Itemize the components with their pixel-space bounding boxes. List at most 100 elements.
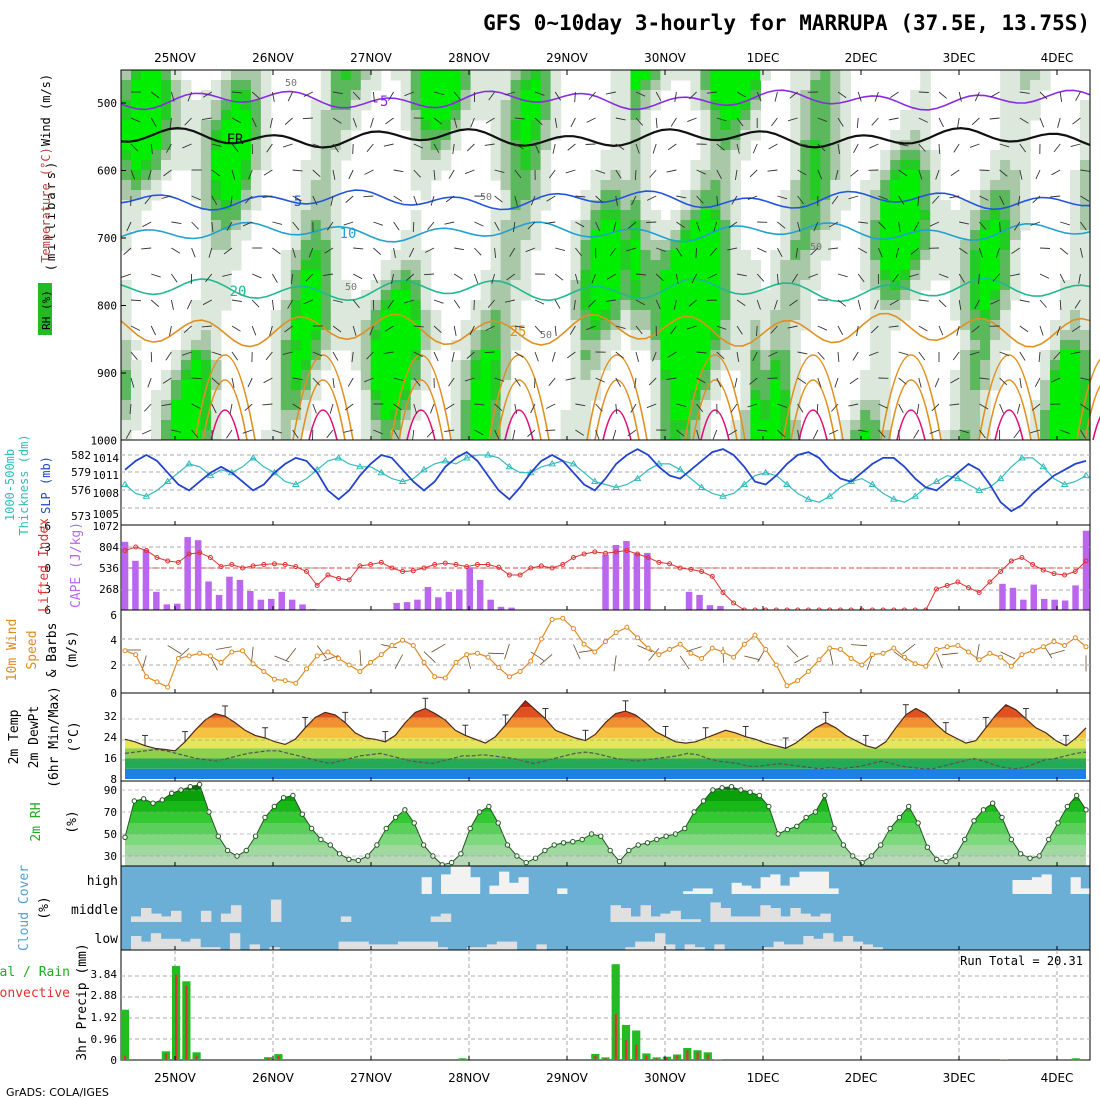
rh-point xyxy=(458,851,464,857)
rh-cell xyxy=(870,320,881,331)
rh-cell xyxy=(250,190,262,201)
rh-cell xyxy=(740,350,751,361)
cloud-cell-low xyxy=(625,947,636,950)
rh-cell xyxy=(970,340,981,351)
rh-cell xyxy=(840,180,851,191)
rh-cell xyxy=(820,160,831,171)
rh-cell xyxy=(510,160,522,171)
wind-label-c: & Barbs xyxy=(45,623,60,678)
wind-barb xyxy=(316,645,327,659)
rh-cell xyxy=(240,100,252,111)
upper-axis-labels: (millibars) xyxy=(44,159,58,271)
rh-cell xyxy=(210,220,222,231)
rh-cell xyxy=(1010,120,1021,131)
rh-point xyxy=(327,842,333,848)
cloud-cell-middle xyxy=(720,908,731,922)
wind-barb xyxy=(464,169,475,175)
rh-cell xyxy=(151,430,162,441)
rh-cell xyxy=(280,300,292,311)
cloud-cell-middle xyxy=(151,913,162,922)
rh-cell xyxy=(630,210,642,221)
rh-cell xyxy=(770,400,781,411)
cloud-cell-low xyxy=(635,941,646,950)
rh-cell xyxy=(570,300,582,311)
pressure-tick: 500 xyxy=(97,97,117,110)
rh-cell xyxy=(820,190,831,201)
rh-cell xyxy=(700,80,711,91)
rh-cell xyxy=(980,250,991,261)
rh-cell xyxy=(580,250,592,261)
rh-cell xyxy=(210,200,222,211)
rh-cell xyxy=(990,240,1001,251)
precip-unit-label: 3hr Precip (mm) xyxy=(75,943,90,1060)
wind-barb xyxy=(756,299,761,310)
rh-cell xyxy=(540,70,552,81)
cloud-cell-low xyxy=(823,933,834,950)
wind-barb xyxy=(423,273,435,276)
rh-cell xyxy=(620,240,632,251)
rh-cell xyxy=(960,250,971,261)
rh-contour-label: 50 xyxy=(810,242,822,253)
rh-cell xyxy=(500,300,512,311)
rh-point xyxy=(663,833,669,839)
wind-speed-point xyxy=(304,666,309,672)
wind-barb xyxy=(773,299,778,310)
wind-barb xyxy=(123,247,132,256)
rh-cell xyxy=(310,100,322,111)
wind-barb xyxy=(324,247,334,254)
wind-barb xyxy=(744,655,760,661)
rh-cell xyxy=(740,360,751,371)
wind-barb xyxy=(767,169,778,172)
cape-bar xyxy=(299,604,306,610)
rh-cell xyxy=(320,250,332,261)
cape-tick: 804 xyxy=(99,541,119,554)
wind-barb xyxy=(530,195,536,206)
rh-cell xyxy=(220,110,232,121)
wind-barb xyxy=(575,403,586,407)
rh-cell xyxy=(190,310,202,321)
rh-cell xyxy=(770,430,781,441)
rh-cell xyxy=(300,320,312,331)
rh-cell xyxy=(580,210,592,221)
rh-cell xyxy=(600,330,612,341)
wind-barb xyxy=(565,169,576,174)
rh-cell xyxy=(1000,110,1011,121)
rh-cell xyxy=(190,170,202,181)
wind-speed-point xyxy=(346,662,352,668)
rh-cell xyxy=(1010,290,1021,301)
rh-cell xyxy=(200,330,212,341)
wind-speed-point xyxy=(410,643,416,648)
rh-cell xyxy=(680,360,691,371)
rh-cell xyxy=(460,110,472,121)
rh-cell xyxy=(890,190,901,201)
thickness-point xyxy=(505,462,514,470)
rh-cell xyxy=(980,220,991,231)
wind-barb xyxy=(989,117,1000,120)
wind-barb xyxy=(473,273,479,284)
rh-cell xyxy=(510,170,522,181)
wind-barb xyxy=(676,195,687,199)
rh-cell xyxy=(890,250,901,261)
rh-cell xyxy=(590,220,602,231)
rh-cell xyxy=(490,210,502,221)
rh-cell xyxy=(740,140,751,151)
rh-cell xyxy=(210,320,222,331)
wind-barb xyxy=(466,143,475,152)
wind-barb xyxy=(1078,273,1081,284)
rh-cell xyxy=(220,210,232,221)
rh-cell xyxy=(650,340,662,351)
rh-cell xyxy=(1080,290,1091,301)
rh-cell xyxy=(830,190,841,201)
lifted-index-point xyxy=(731,600,737,606)
wind-barb xyxy=(631,195,637,206)
rh-point xyxy=(784,826,791,833)
rh-cell xyxy=(1070,200,1081,211)
rh-cell xyxy=(121,120,132,131)
rh-cell xyxy=(710,270,721,281)
rh-cell xyxy=(640,80,652,91)
surface-contour xyxy=(586,354,648,441)
wind-barb xyxy=(1019,169,1023,180)
cape-bar xyxy=(623,541,630,610)
rh-cell xyxy=(830,70,841,81)
rh-cell xyxy=(121,190,132,201)
